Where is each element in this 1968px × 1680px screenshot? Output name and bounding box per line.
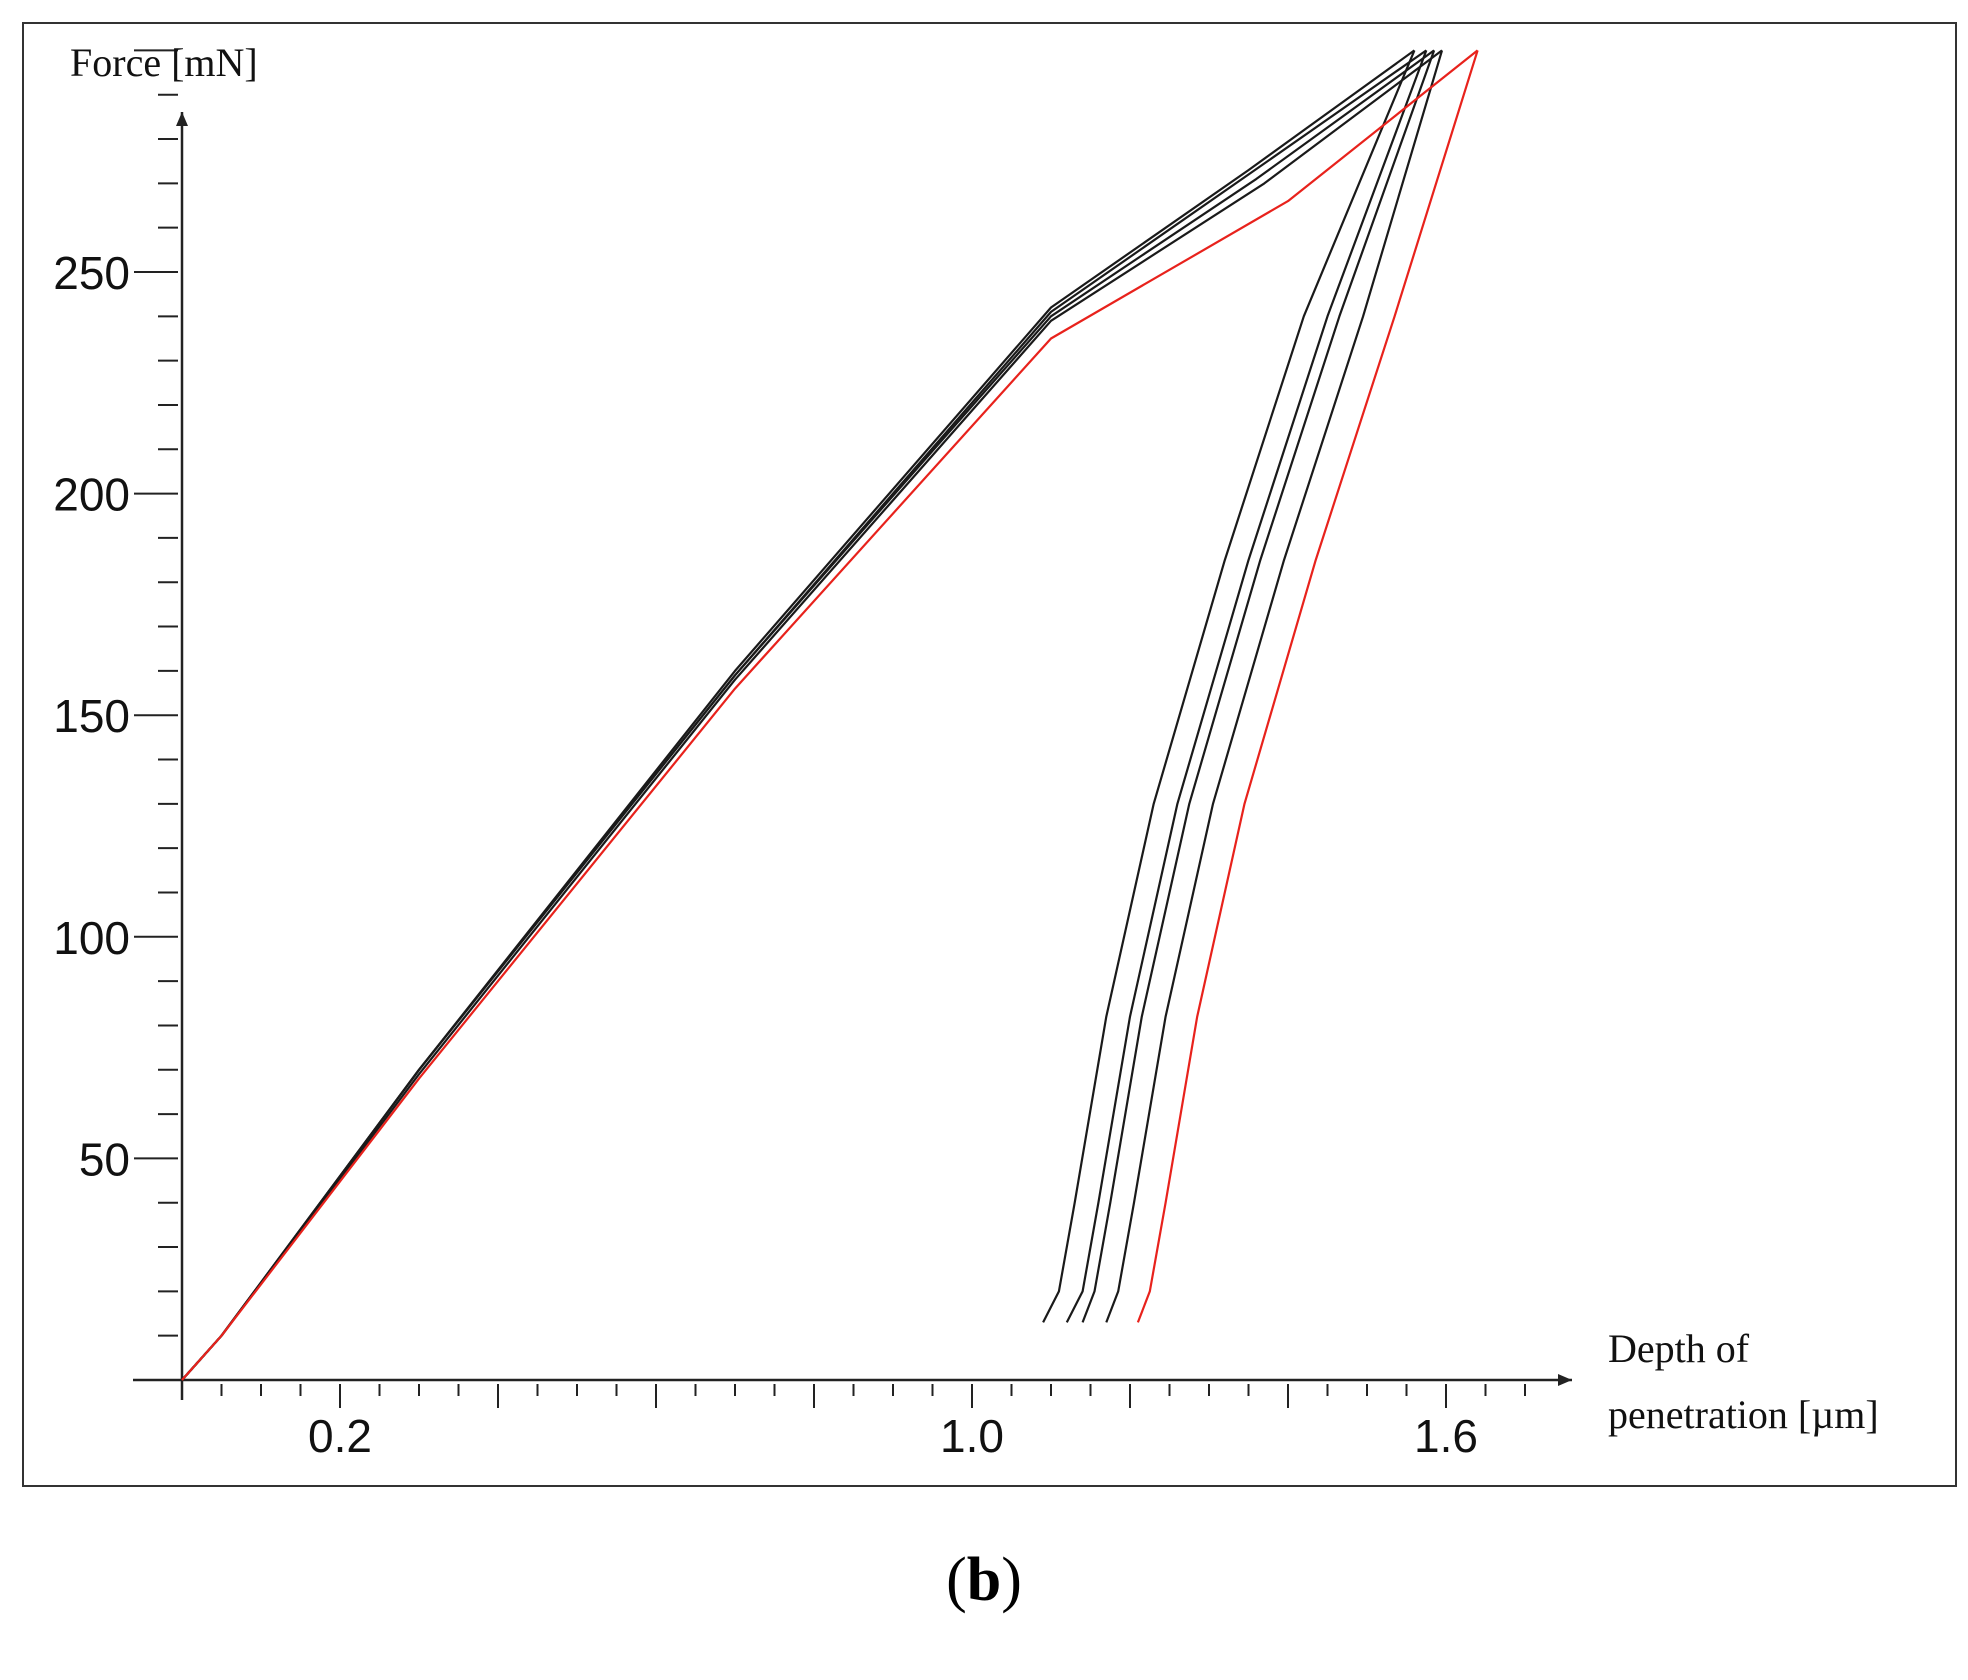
series-red-5-unloading	[1136, 50, 1479, 1323]
chart-series-layer	[181, 49, 1479, 1381]
series-black-1-loading	[181, 49, 1416, 1381]
x-tick-label: 1.0	[940, 1410, 1004, 1462]
y-axis-title: Force [mN]	[70, 40, 258, 85]
series-black-3-loading	[181, 49, 1435, 1381]
y-tick-label: 150	[53, 690, 130, 742]
y-axis-arrowhead	[176, 112, 188, 126]
x-tick-label: 0.2	[308, 1410, 372, 1462]
series-black-4-loading	[181, 49, 1443, 1381]
y-tick-label: 250	[53, 247, 130, 299]
chart-frame	[22, 22, 1957, 1487]
y-tick-label: 200	[53, 469, 130, 521]
figure-caption: (b)	[946, 1546, 1022, 1614]
x-tick-label: 1.6	[1414, 1410, 1478, 1462]
y-tick-label: 50	[79, 1133, 130, 1185]
series-red-5-loading	[181, 49, 1479, 1381]
series-black-3-unloading	[1081, 50, 1436, 1323]
series-black-4-unloading	[1105, 50, 1444, 1323]
x-axis-arrowhead	[1558, 1374, 1572, 1386]
x-axis-title-line2: penetration [µm]	[1608, 1392, 1879, 1437]
x-axis-title-line1: Depth of	[1608, 1326, 1750, 1371]
caption-letter: b	[966, 1546, 1002, 1614]
series-black-1-unloading	[1042, 49, 1416, 1323]
series-black-2-unloading	[1065, 50, 1428, 1323]
chart-axes	[133, 49, 1572, 1408]
chart-labels-layer: 50 100 150 200 250 0.2 1.0 1.6 Force [mN] Depth o…	[53, 40, 1878, 1462]
y-tick-label: 100	[53, 912, 130, 964]
